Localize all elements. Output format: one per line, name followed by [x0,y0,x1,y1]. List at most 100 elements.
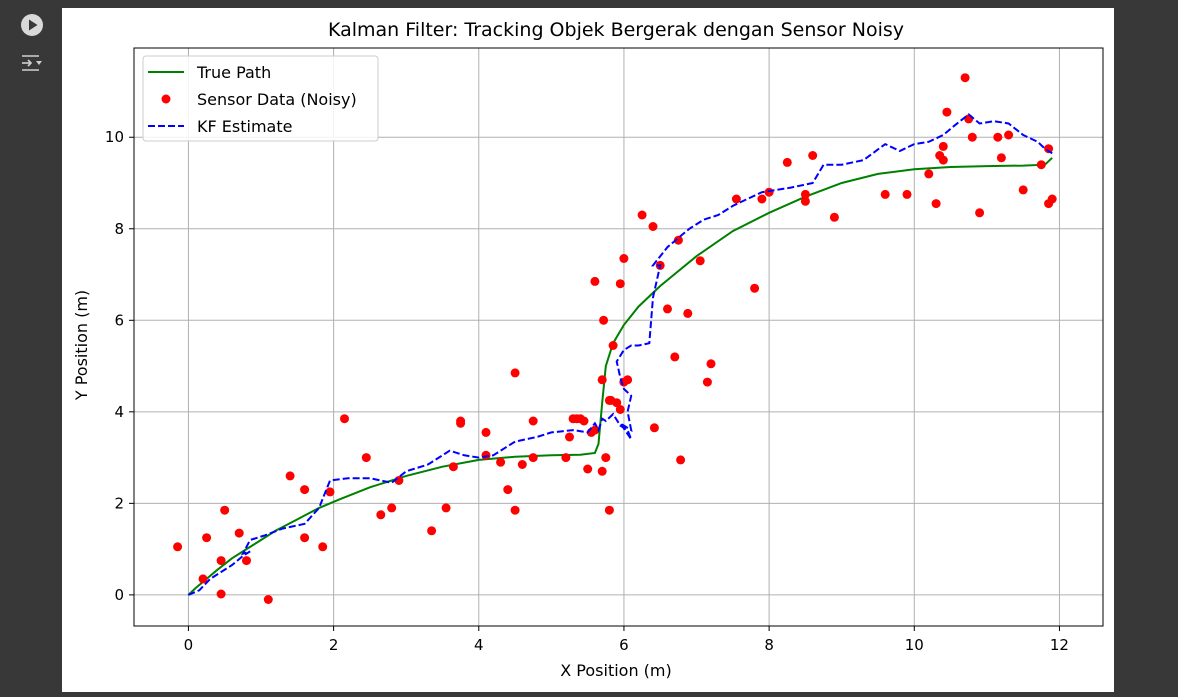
cell-gutter [0,0,62,697]
sensor-point [615,279,625,289]
x-tick-label: 12 [1050,636,1069,654]
sensor-point [503,485,513,495]
sensor-point [938,141,948,151]
legend: True Path Sensor Data (Noisy) KF Estimat… [142,55,379,142]
sensor-point [649,423,659,433]
sensor-point [800,189,810,199]
sensor-point [673,235,683,245]
sensor-point [198,574,208,584]
sensor-point [216,589,226,599]
plot-frame [133,47,1104,627]
sensor-point [376,510,386,520]
axis-ticks: 0 2 4 6 8 10 12 0 2 4 6 8 10 [105,128,1069,654]
y-tick-label: 8 [114,220,124,238]
sensor-point [583,464,593,474]
y-axis-label: Y Position (m) [72,290,91,401]
sensor-point [561,453,571,463]
sensor-point [1004,130,1014,140]
sensor-point [318,542,328,552]
sensor-point [902,189,912,199]
sensor-point [757,194,767,204]
sensor-point [387,503,397,513]
sensor-point [216,556,226,566]
sensor-point [599,315,609,325]
sensor-point [764,187,774,197]
sensor-point [808,151,818,160]
sensor-points [173,73,1057,604]
sensor-point [597,466,607,476]
sensor-point [993,132,1003,142]
sensor-point [942,107,952,117]
kf-estimate-line [188,113,1053,596]
sensor-point [706,359,716,369]
sensor-point [234,528,244,538]
sensor-point [615,405,625,414]
y-tick-label: 2 [114,494,124,512]
sensor-point [676,455,686,465]
sensor-point [623,375,633,385]
sensor-point [731,194,741,204]
sensor-point [173,542,183,552]
x-tick-label: 8 [764,636,774,654]
sensor-point [1047,194,1057,204]
sensor-point [601,453,611,463]
sensor-point [300,485,310,495]
run-cell-button[interactable] [18,11,46,39]
x-tick-label: 0 [184,636,194,654]
y-tick-label: 10 [105,128,124,146]
x-tick-label: 6 [619,636,629,654]
sensor-point [663,304,672,314]
y-tick-label: 4 [114,403,124,421]
sensor-point [340,414,349,424]
sensor-point [579,416,589,426]
sensor-point [960,73,970,83]
sensor-point [648,222,658,231]
sensor-point [517,460,527,469]
sensor-point [597,375,607,385]
x-tick-label: 4 [474,636,484,654]
sensor-point [931,199,941,209]
sensor-point [829,212,839,222]
sensor-point [702,377,712,387]
sensor-point [750,283,760,293]
sensor-point [967,132,977,142]
sensor-point [1018,185,1028,195]
sensor-point [800,196,810,206]
sensor-point [1036,160,1046,170]
true-path-line [187,157,1053,596]
legend-true-path-label: True Path [196,63,271,82]
legend-sensor-swatch [161,94,171,104]
sensor-point [441,503,451,513]
chart-title: Kalman Filter: Tracking Objek Bergerak d… [328,19,904,41]
sensor-point [427,526,437,536]
sensor-point [683,308,693,318]
x-axis-label: X Position (m) [560,661,672,680]
sensor-point [604,505,614,515]
x-tick-label: 10 [905,636,924,654]
sensor-point [924,169,934,179]
sensor-point [481,450,491,460]
sensor-point [496,457,506,467]
x-tick-label: 2 [329,636,339,654]
sensor-point [565,432,574,442]
figure-output: Kalman Filter: Tracking Objek Bergerak d… [62,8,1114,692]
sensor-point [975,208,985,218]
sensor-point [1044,144,1054,154]
play-circle-icon [21,14,43,36]
sensor-point [528,453,538,463]
sensor-point [608,341,618,350]
output-toggle-button[interactable] [18,49,46,77]
sensor-point [202,533,212,543]
sensor-point [590,276,600,286]
sensor-point [263,595,273,604]
sensor-point [510,368,520,378]
sensor-point [510,505,520,515]
sensor-point [300,533,310,543]
sensor-point [880,189,890,199]
y-tick-label: 6 [114,311,124,329]
sensor-point [670,352,680,362]
legend-sensor-label: Sensor Data (Noisy) [197,90,357,109]
output-toggle-icon [22,55,42,71]
grid-lines [134,48,1103,626]
sensor-point [456,418,466,428]
